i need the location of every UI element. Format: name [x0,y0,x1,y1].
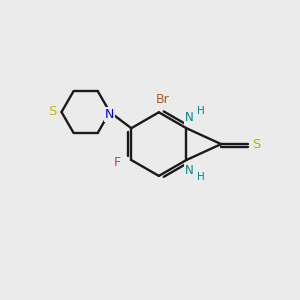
Text: S: S [252,138,260,151]
Text: Br: Br [155,93,169,106]
Text: N: N [104,108,114,121]
Text: S: S [49,105,57,118]
Text: H: H [196,172,204,182]
Text: H: H [196,106,204,116]
Text: N: N [185,111,194,124]
Text: F: F [114,156,121,169]
Text: N: N [185,164,194,177]
